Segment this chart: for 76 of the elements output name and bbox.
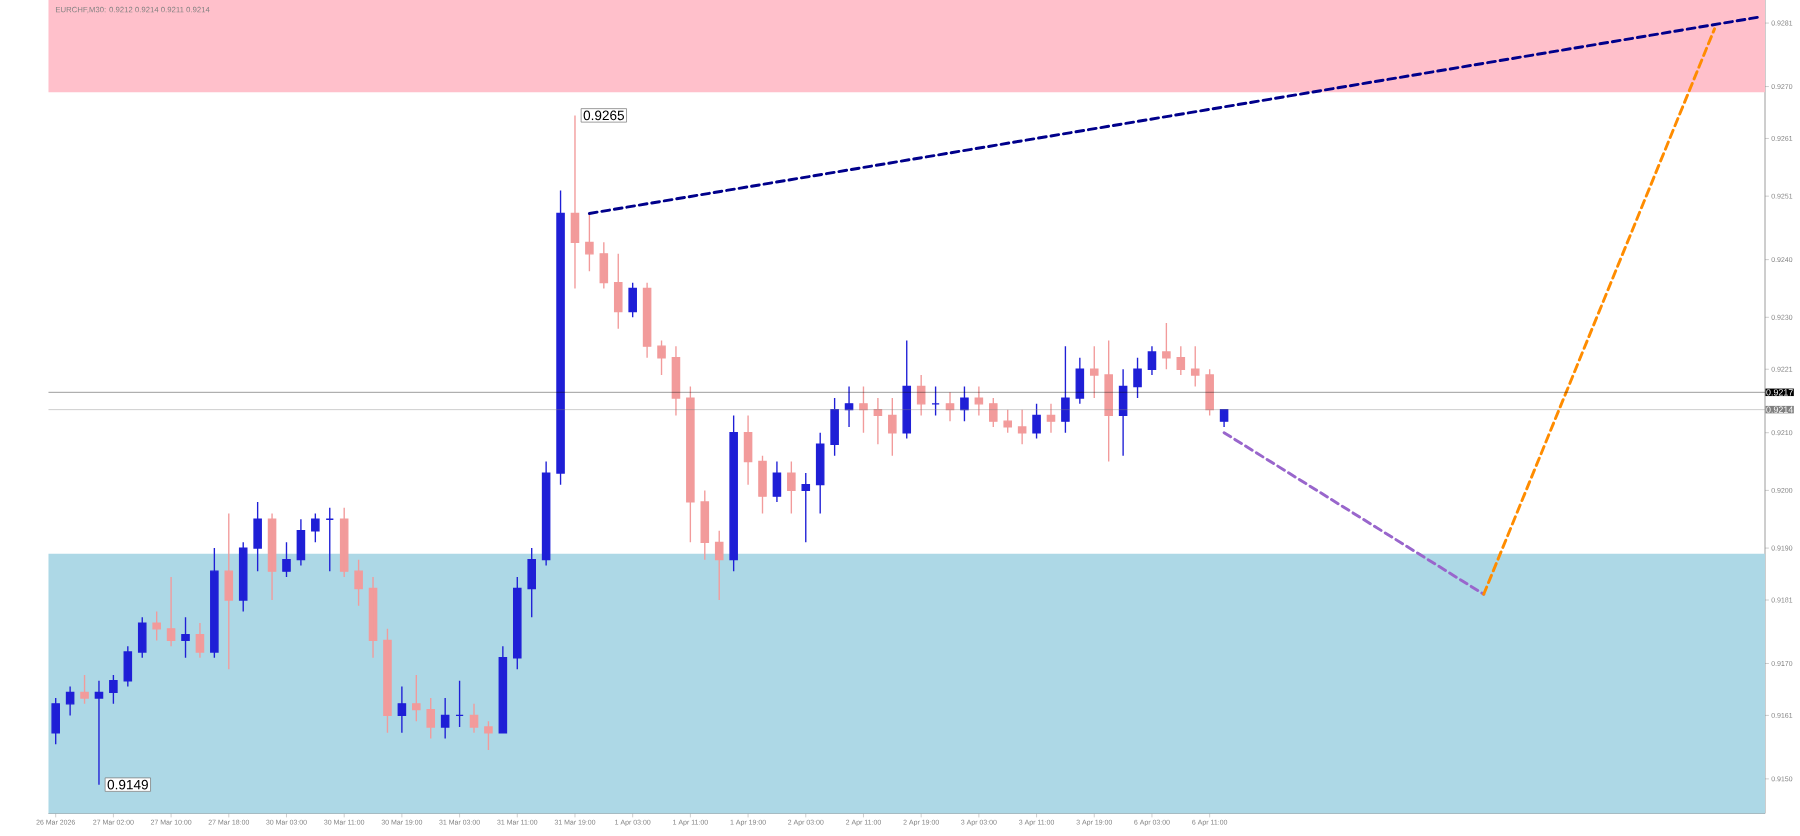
candlestick (1046, 402, 1056, 433)
candlestick (585, 212, 594, 272)
candlestick (1190, 345, 1200, 387)
candlestick (1032, 402, 1041, 439)
candlestick (94, 679, 104, 785)
candlestick (469, 702, 479, 733)
candlestick (65, 685, 75, 716)
candlestick (931, 385, 940, 416)
candlestick (556, 189, 565, 485)
candlestick (686, 385, 695, 543)
candlestick (1104, 339, 1113, 462)
candlestick (743, 414, 753, 485)
candlestick (282, 541, 291, 578)
candlestick (1003, 408, 1012, 433)
candlestick (484, 720, 493, 751)
candlestick (238, 541, 248, 612)
candlestick (570, 114, 580, 289)
candlestick (253, 500, 262, 572)
candlestick (945, 391, 955, 422)
candlestick (325, 506, 335, 572)
candlestick (830, 397, 839, 457)
candlestick (181, 616, 190, 658)
candlestick (859, 385, 868, 433)
candlestick (772, 460, 782, 503)
candlestick (1205, 368, 1214, 416)
candlestick (1147, 345, 1157, 376)
candlestick (1075, 356, 1085, 405)
candlestick (195, 622, 205, 658)
candlestick (397, 685, 407, 733)
candlestick (1089, 345, 1099, 399)
candlestick (599, 241, 609, 289)
candlestick (1133, 356, 1142, 399)
candlestick (296, 518, 306, 566)
candlestick (801, 472, 811, 543)
candlestick (729, 414, 738, 572)
candlestick (916, 373, 926, 416)
candlestick (152, 610, 161, 641)
candlestick (989, 397, 998, 428)
candlestick (758, 454, 767, 514)
candlestick (210, 547, 219, 658)
candlestick (960, 385, 969, 422)
candlestick (354, 558, 363, 607)
candlestick (267, 512, 277, 601)
candlestick (1017, 408, 1027, 445)
candlestick (1061, 345, 1070, 433)
candlestick (1162, 322, 1171, 370)
candlestick (1118, 368, 1128, 457)
candlestick (368, 575, 378, 658)
candlestick (974, 385, 984, 416)
candlestick (412, 673, 421, 722)
candlestick (224, 512, 234, 670)
candlestick (628, 281, 637, 318)
candlestick (873, 397, 883, 445)
candlestick (51, 697, 60, 745)
candlestick (383, 627, 392, 733)
candlestick (311, 512, 320, 543)
candlestick (613, 252, 623, 330)
candlestick (671, 345, 681, 416)
candlestick (657, 339, 666, 376)
candlestick (527, 547, 536, 618)
candlestick (844, 385, 854, 428)
candlestick (642, 281, 652, 358)
candlestick (888, 397, 897, 457)
candlestick (440, 697, 450, 739)
candlestick (512, 575, 522, 670)
candlestick (700, 489, 710, 560)
candlestick (80, 673, 89, 705)
candlestick (714, 529, 724, 601)
candlestick (166, 575, 176, 647)
candlestick (787, 460, 796, 514)
candlestick (137, 616, 147, 658)
candlestick (426, 697, 436, 739)
candlestick (109, 673, 118, 705)
candlestick (455, 679, 464, 728)
candlestick (902, 339, 912, 439)
candlestick (1176, 345, 1186, 376)
